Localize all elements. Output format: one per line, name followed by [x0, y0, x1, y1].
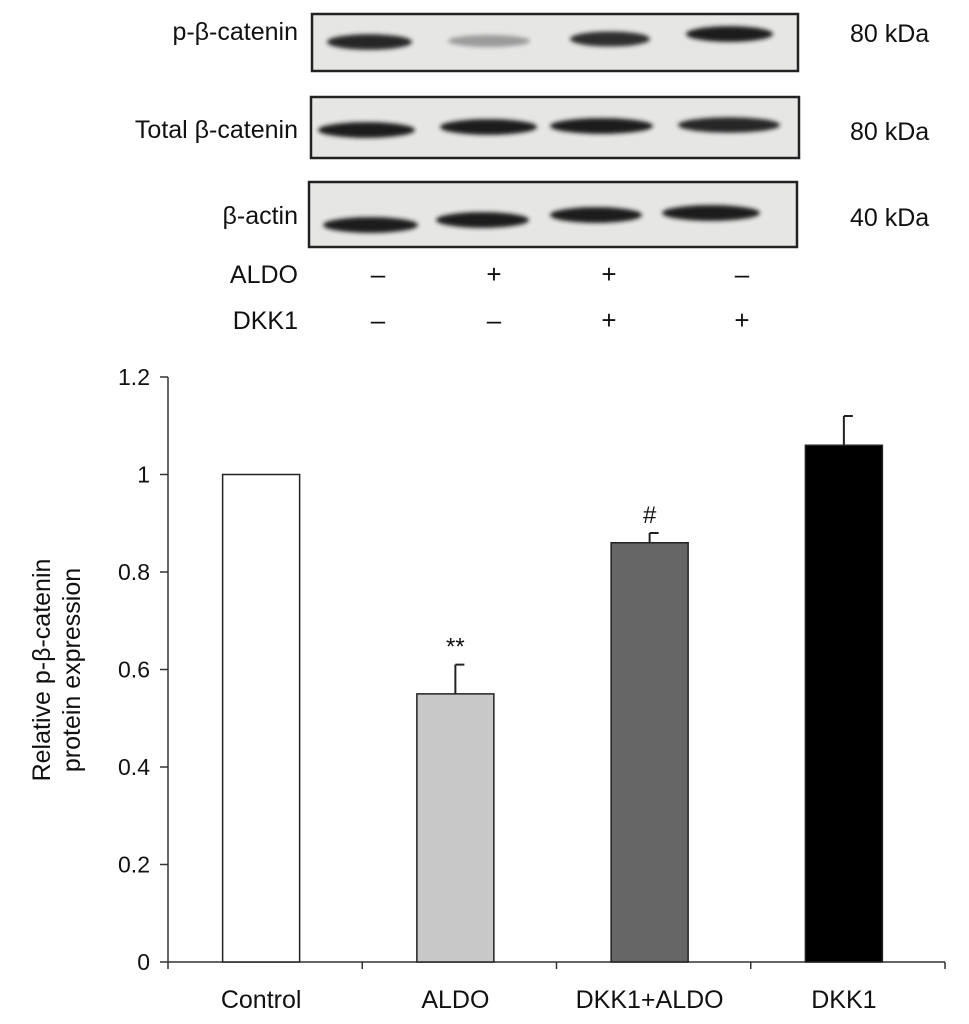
- treatment-label: ALDO: [230, 261, 298, 289]
- x-tick-label: DKK1: [811, 986, 876, 1014]
- y-axis-label-line: protein expression: [58, 568, 86, 772]
- blot-band: [440, 119, 537, 135]
- treatment-label: DKK1: [233, 307, 298, 335]
- blot-panel: Total β-catenin 80 kDa: [135, 95, 929, 160]
- x-tick-label: Control: [221, 986, 302, 1014]
- y-tick-label: 1: [137, 462, 150, 488]
- treatment-sign: +: [601, 259, 616, 289]
- blot-band: [550, 207, 642, 223]
- y-tick-label: 1.2: [118, 364, 150, 390]
- bar: [416, 693, 495, 963]
- significance-marker: #: [643, 502, 657, 529]
- blot-band: [318, 122, 415, 138]
- treatment-sign: +: [734, 305, 749, 335]
- x-tick-label: ALDO: [421, 986, 489, 1014]
- y-axis-label: Relative p-β-cateninprotein expression: [28, 559, 86, 782]
- blot-band: [570, 31, 650, 47]
- blot-row-label: β-actin: [222, 202, 298, 230]
- blot-band: [550, 118, 653, 134]
- blot-panel: β-actin 40 kDa: [222, 180, 929, 249]
- bar: [610, 542, 689, 963]
- blot-band: [327, 34, 412, 50]
- western-blot: p-β-catenin 80 kDa Total β-catenin 80 kDa β-…: [135, 12, 929, 335]
- y-axis-label-line: Relative p-β-catenin: [28, 559, 56, 782]
- molecular-weight-label: 80 kDa: [850, 118, 929, 146]
- treatment-sign: –: [371, 259, 386, 289]
- blot-band: [678, 117, 780, 133]
- blot-row-label: p-β-catenin: [172, 18, 298, 46]
- bar: [804, 444, 884, 963]
- y-tick-label: 0.4: [118, 754, 150, 780]
- y-tick-label: 0.6: [118, 657, 150, 683]
- molecular-weight-label: 40 kDa: [850, 204, 929, 232]
- bar: [221, 473, 301, 963]
- blot-row-label: Total β-catenin: [135, 116, 298, 144]
- y-tick-label: 0.2: [118, 852, 150, 878]
- treatment-sign: –: [371, 305, 386, 335]
- treatment-sign: +: [486, 259, 501, 289]
- y-tick-label: 0.8: [118, 559, 150, 585]
- y-tick-label: 0: [137, 949, 150, 975]
- x-tick-label: DKK1+ALDO: [576, 986, 724, 1014]
- treatment-sign: –: [735, 259, 750, 289]
- blot-band: [662, 205, 760, 221]
- significance-marker: **: [446, 634, 465, 661]
- blot-panel: p-β-catenin 80 kDa: [172, 12, 929, 73]
- blot-band: [323, 217, 418, 233]
- bar-chart: 0 0.2 0.4 0.6 0.8 1 1.2 Control ** ALDO # DKK1+ALDO…: [28, 364, 946, 1014]
- blot-band: [436, 212, 529, 228]
- treatment-sign: –: [487, 305, 502, 335]
- blot-band: [686, 26, 773, 42]
- treatment-sign: +: [601, 305, 616, 335]
- molecular-weight-label: 80 kDa: [850, 20, 929, 48]
- blot-band: [448, 34, 530, 48]
